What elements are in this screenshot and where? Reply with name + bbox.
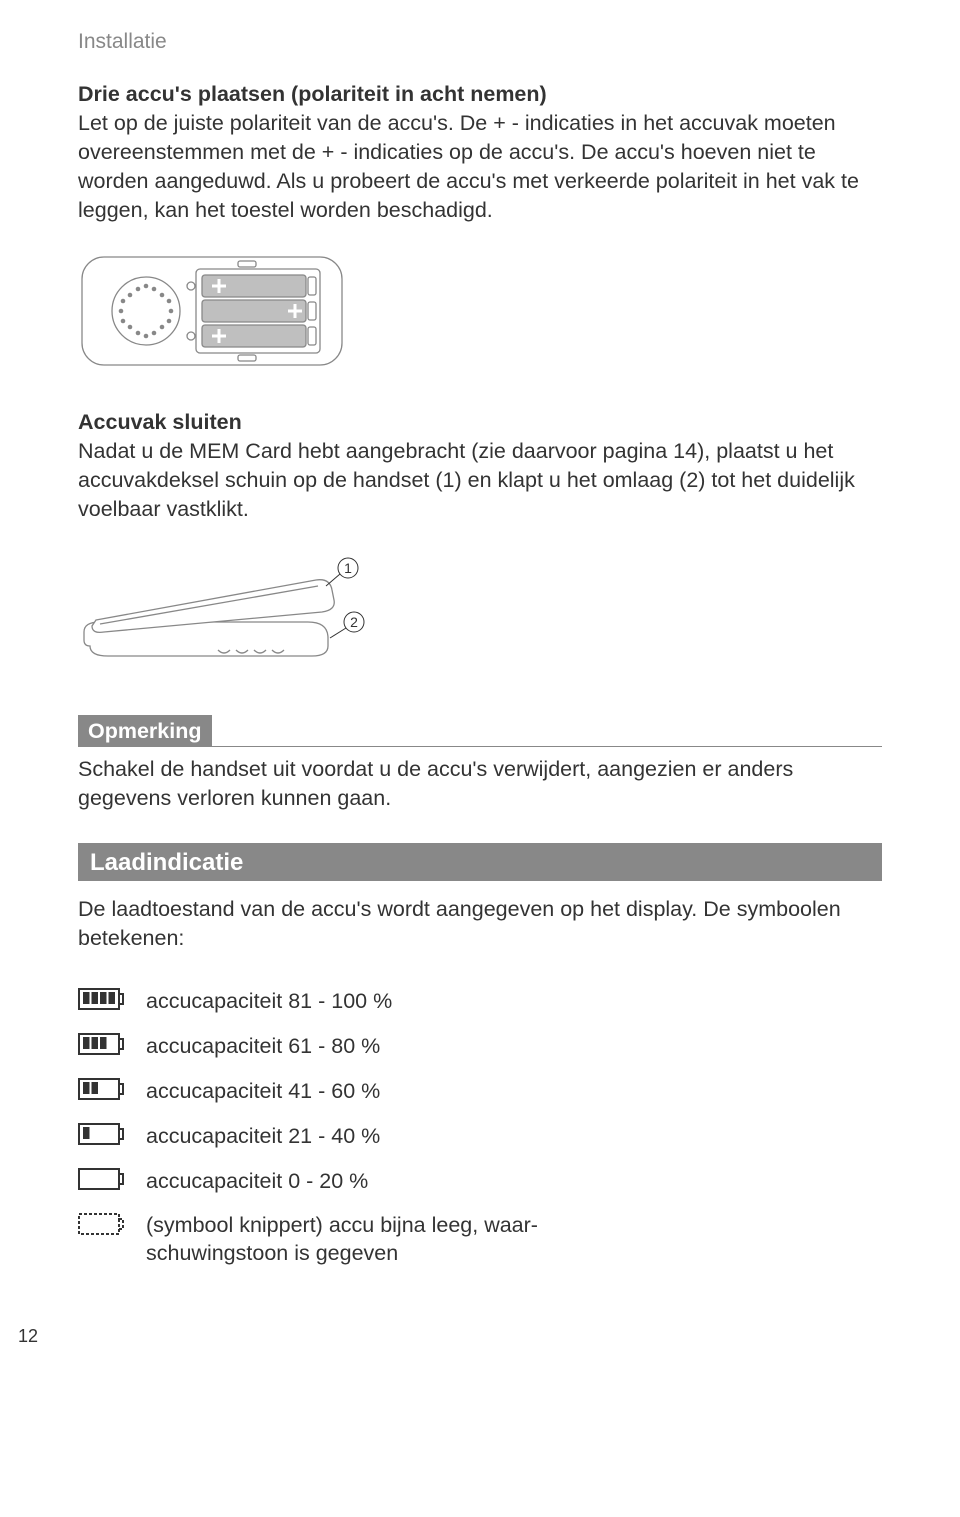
battery-level-row: accucapaciteit 81 - 100 % [78,979,538,1024]
section3-title-bar: Laadindicatie [78,843,882,881]
section2-title: Accuvak sluiten [78,410,882,435]
battery-icon [78,1069,146,1114]
page-header: Installatie [78,30,882,54]
note-title: Opmerking [78,715,212,746]
note-rule [78,746,882,747]
battery-level-table: accucapaciteit 81 - 100 % accucapaciteit… [78,979,538,1276]
note-box: Opmerking Schakel de handset uit voordat… [78,715,882,813]
cover-diagram: 1 2 [78,550,882,685]
battery-level-label: accucapaciteit 21 - 40 % [146,1114,538,1159]
note-body: Schakel de handset uit voordat u de accu… [78,755,882,813]
callout-2: 2 [350,614,358,630]
section1-body: Let op de juiste polariteit van de accu'… [78,109,882,225]
callout-1: 1 [344,560,352,576]
battery-icon [78,979,146,1024]
page-number: 12 [18,1326,882,1347]
section3-intro: De laadtoestand van de accu's wordt aang… [78,895,882,953]
battery-level-label: (symbool knippert) accu bijna leeg, waar… [146,1204,538,1276]
battery-level-row: accucapaciteit 41 - 60 % [78,1069,538,1114]
section1-title: Drie accu's plaatsen (polariteit in acht… [78,82,882,107]
battery-level-label: accucapaciteit 81 - 100 % [146,979,538,1024]
battery-icon [78,1204,146,1276]
section2-body: Nadat u de MEM Card hebt aangebracht (zi… [78,437,882,524]
battery-level-label: accucapaciteit 41 - 60 % [146,1069,538,1114]
battery-level-row: accucapaciteit 0 - 20 % [78,1159,538,1204]
battery-diagram [78,251,882,376]
battery-level-label: accucapaciteit 0 - 20 % [146,1159,538,1204]
battery-icon [78,1024,146,1069]
battery-level-row: accucapaciteit 21 - 40 % [78,1114,538,1159]
battery-level-label: accucapaciteit 61 - 80 % [146,1024,538,1069]
battery-level-row: accucapaciteit 61 - 80 % [78,1024,538,1069]
battery-icon [78,1159,146,1204]
battery-level-row: (symbool knippert) accu bijna leeg, waar… [78,1204,538,1276]
battery-icon [78,1114,146,1159]
